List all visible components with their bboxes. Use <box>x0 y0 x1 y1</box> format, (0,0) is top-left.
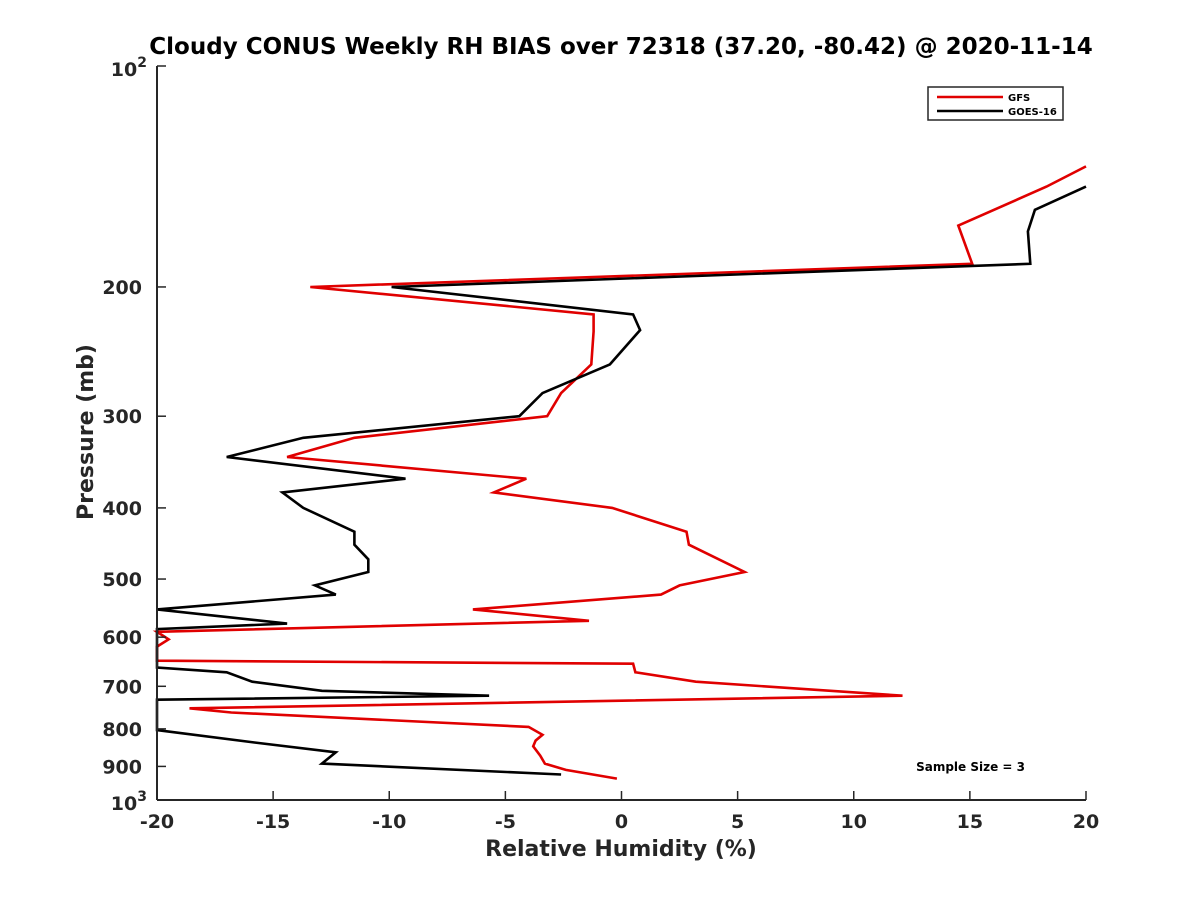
y-tick-label: 800 <box>102 719 142 741</box>
x-axis-label: Relative Humidity (%) <box>485 837 757 862</box>
legend: GFS GOES-16 <box>927 86 1064 121</box>
series-line-gfs <box>152 165 1087 780</box>
y-tick-label: 300 <box>102 406 142 428</box>
x-tick-label: 15 <box>957 811 983 833</box>
x-tick-label: 20 <box>1073 811 1099 833</box>
series-line-goes16 <box>155 185 1087 776</box>
x-tick-label: -20 <box>140 811 174 833</box>
sample-size-annotation: Sample Size = 3 <box>916 760 1025 774</box>
y-tick-label: 600 <box>102 627 142 649</box>
y-tick-label: 900 <box>102 756 142 778</box>
y-tick-label: 500 <box>102 569 142 591</box>
legend-label-gfs: GFS <box>1008 93 1030 104</box>
series-layer <box>152 165 1087 780</box>
x-tick-label: -5 <box>495 811 516 833</box>
x-tick-label: 0 <box>615 811 628 833</box>
y-axis-label: Pressure (mb) <box>74 344 99 520</box>
chart-title: Cloudy CONUS Weekly RH BIAS over 72318 (… <box>149 34 1092 60</box>
y-tick-label: 200 <box>102 277 142 299</box>
x-tick-label: 10 <box>841 811 867 833</box>
y-tick-label-power: 103 <box>111 789 147 815</box>
axes-layer: -20 -15 -10 -5 0 5 10 15 20 200 300 400 500 600 700 800… <box>102 55 1099 833</box>
x-tick-label: -15 <box>256 811 290 833</box>
legend-label-goes16: GOES-16 <box>1008 107 1057 118</box>
y-tick-label: 400 <box>102 498 142 520</box>
y-tick-label: 700 <box>102 676 142 698</box>
y-tick-label-power: 102 <box>111 55 147 81</box>
x-tick-label: -10 <box>372 811 406 833</box>
legend-box <box>927 86 1064 121</box>
x-tick-label: 5 <box>731 811 744 833</box>
